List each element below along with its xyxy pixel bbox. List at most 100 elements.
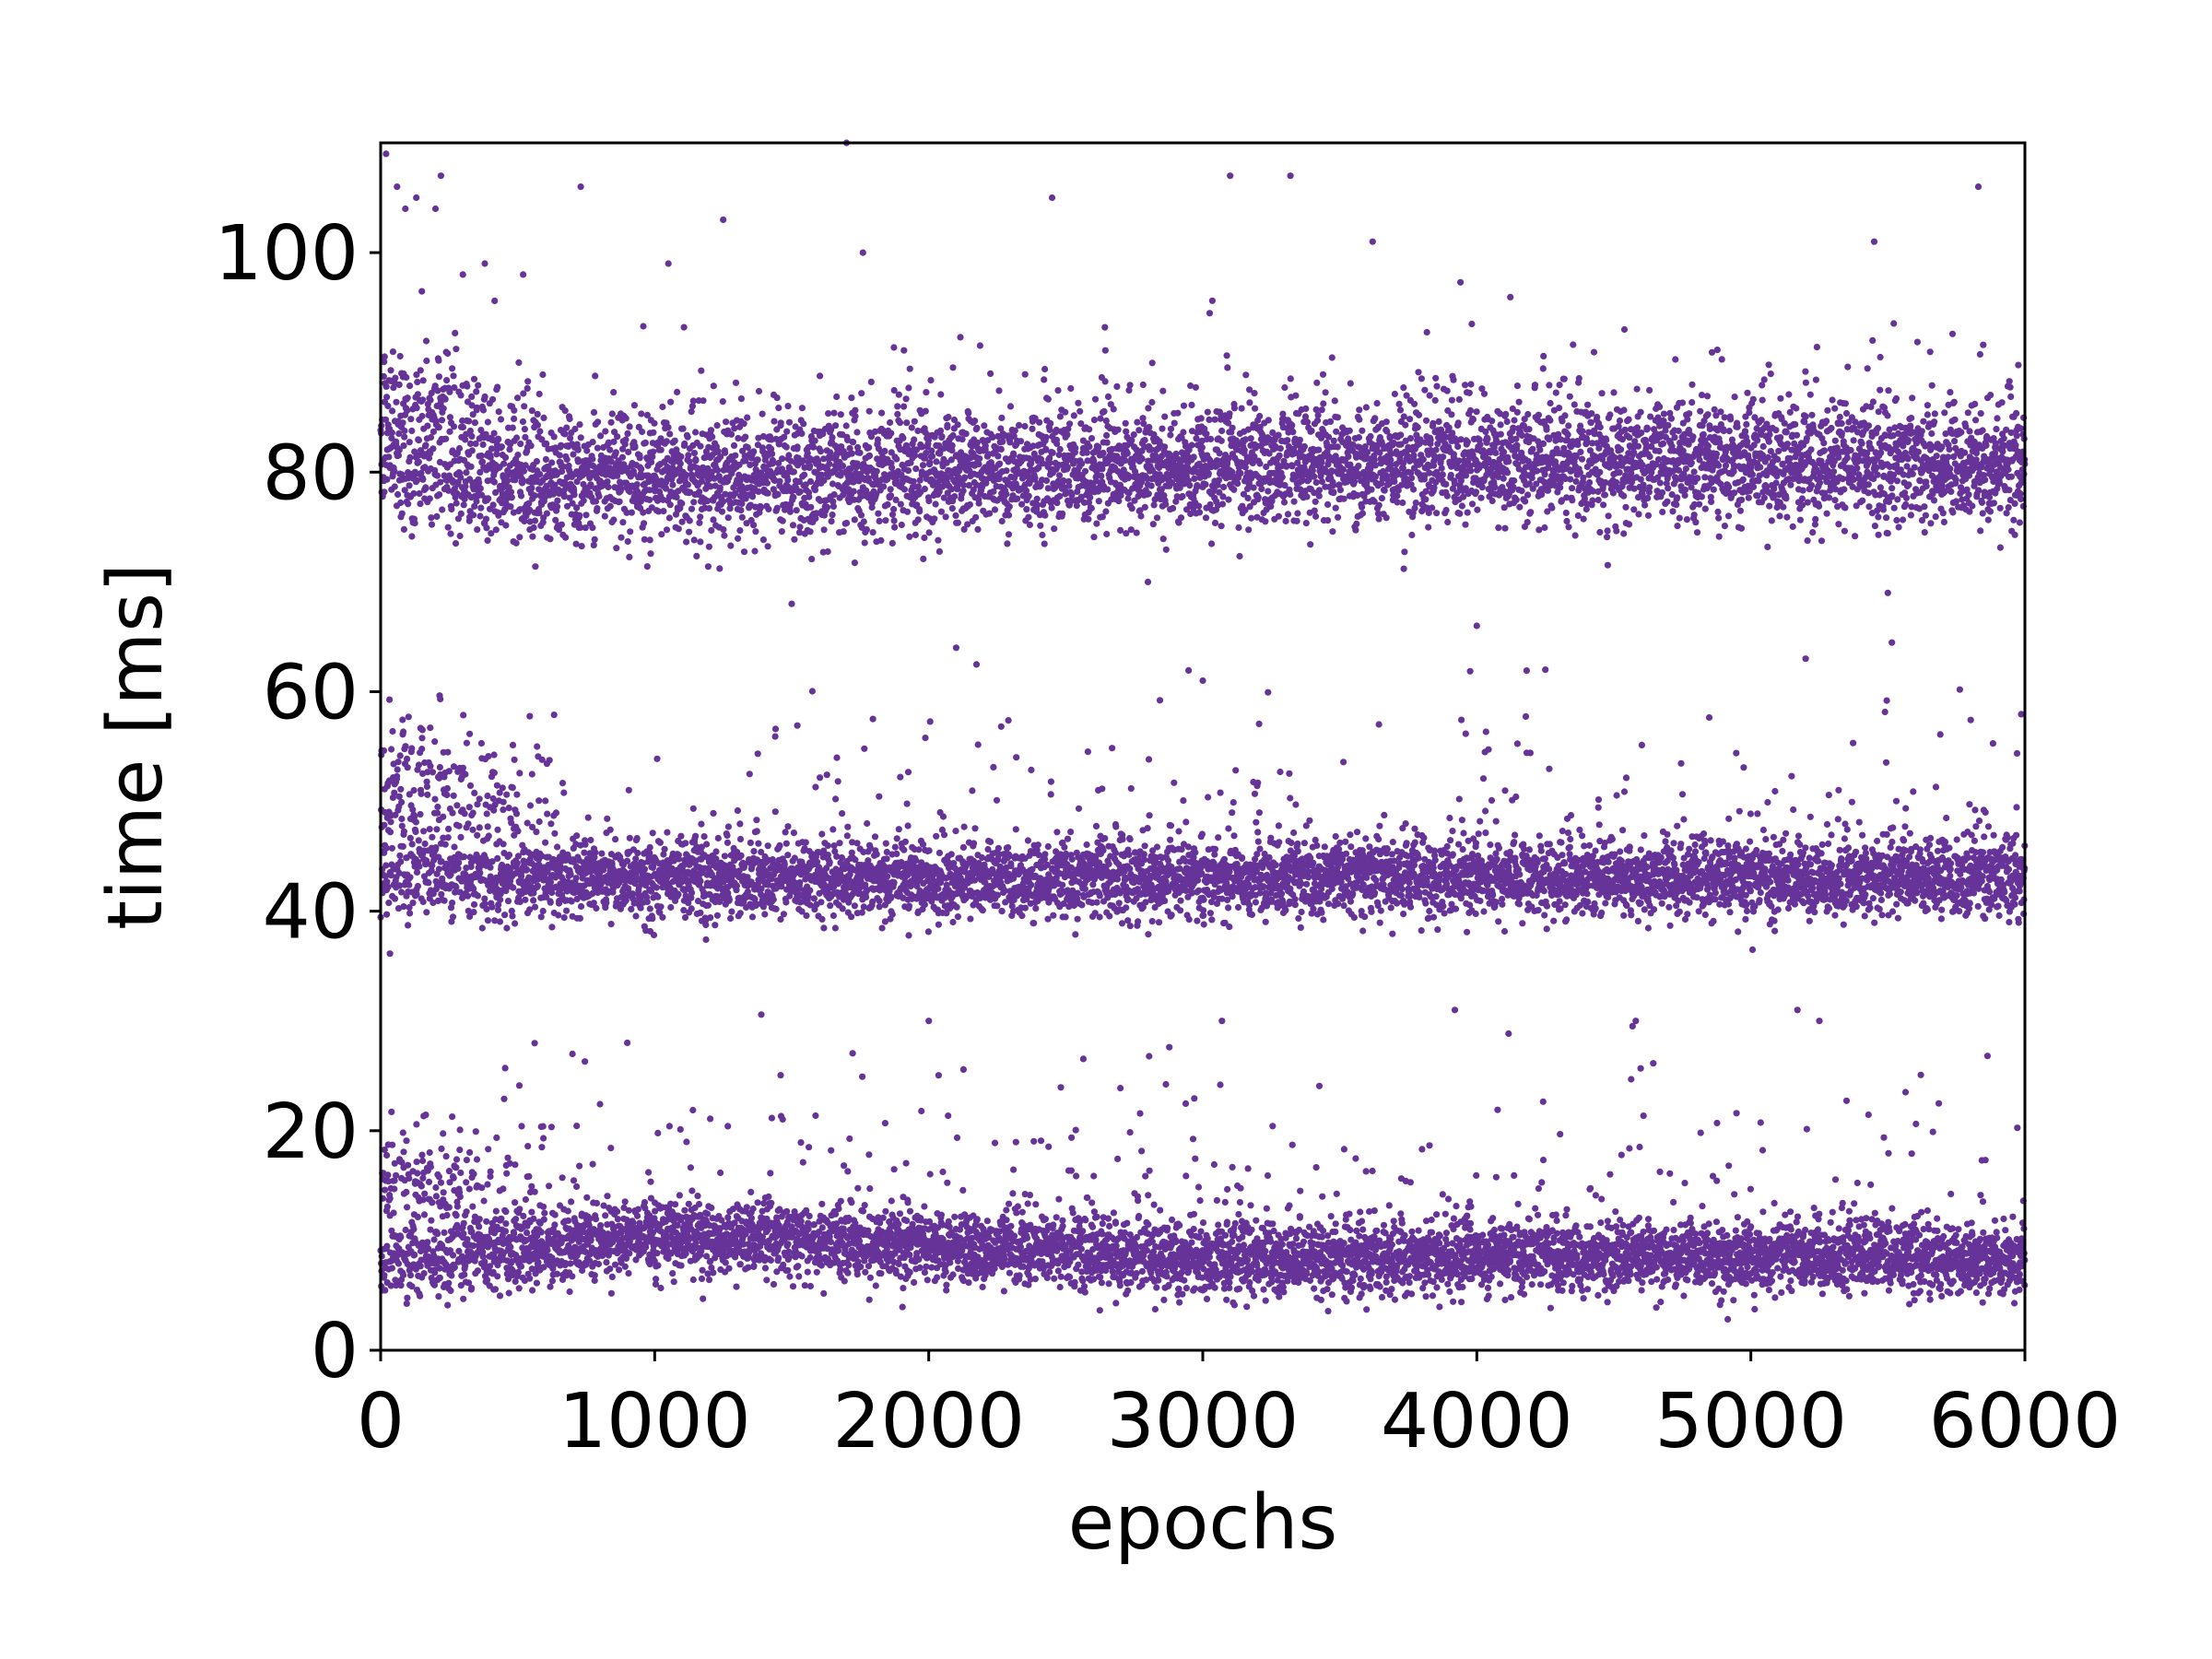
scatter-point xyxy=(468,402,476,409)
scatter-point xyxy=(645,1169,653,1176)
scatter-point xyxy=(446,1247,453,1254)
scatter-point xyxy=(468,1285,476,1292)
scatter-point xyxy=(437,478,444,486)
scatter-point xyxy=(407,416,415,423)
scatter-point xyxy=(493,782,501,789)
scatter-point xyxy=(405,922,412,929)
scatter-point xyxy=(505,805,512,812)
scatter-point xyxy=(419,1196,427,1204)
scatter-point xyxy=(730,441,738,449)
scatter-point xyxy=(506,1159,513,1167)
scatter-point xyxy=(501,505,509,513)
scatter-point xyxy=(519,476,526,484)
scatter-point xyxy=(453,489,461,498)
scatter-point xyxy=(751,547,759,555)
scatter-point xyxy=(682,840,689,847)
scatter-point xyxy=(464,382,471,390)
scatter-point xyxy=(489,501,497,509)
scatter-point xyxy=(469,826,477,833)
scatter-point xyxy=(417,1292,424,1300)
scatter-point xyxy=(528,771,535,778)
scatter-point xyxy=(453,1164,460,1171)
scatter-point xyxy=(512,1199,519,1206)
scatter-point xyxy=(568,1198,575,1206)
scatter-point xyxy=(442,435,450,442)
scatter-point xyxy=(450,1174,457,1182)
scatter-point xyxy=(398,471,406,478)
scatter-point xyxy=(705,505,713,512)
scatter-point xyxy=(484,917,492,924)
scatter-point xyxy=(770,896,777,903)
scatter-point xyxy=(686,528,693,535)
scatter-point xyxy=(796,879,804,887)
scatter-point xyxy=(736,820,744,828)
scatter-point xyxy=(624,429,631,437)
scatter-point xyxy=(469,512,477,519)
scatter-point xyxy=(833,393,841,401)
scatter-point xyxy=(690,450,699,457)
scatter-point xyxy=(434,387,441,394)
scatter-point xyxy=(395,793,403,800)
scatter-point xyxy=(594,444,602,452)
scatter-point xyxy=(423,782,430,791)
scatter-point xyxy=(531,1188,538,1195)
scatter-point xyxy=(511,831,518,839)
scatter-point xyxy=(422,337,430,345)
scatter-point xyxy=(548,1277,557,1285)
scatter-point xyxy=(399,1129,406,1136)
scatter-point xyxy=(654,893,662,900)
scatter-point xyxy=(424,1239,431,1246)
scatter-point xyxy=(806,528,814,535)
scatter-point xyxy=(455,444,464,453)
scatter-point xyxy=(450,372,457,380)
scatter-point xyxy=(419,1157,427,1165)
scatter-point xyxy=(512,1277,519,1285)
scatter-point xyxy=(406,482,413,489)
scatter-point xyxy=(428,1217,435,1224)
scatter-point xyxy=(463,1208,470,1216)
scatter-point xyxy=(450,792,457,799)
scatter-point xyxy=(653,1276,660,1283)
scatter-point xyxy=(697,513,704,521)
scatter-point xyxy=(560,789,568,796)
scatter-point xyxy=(653,1250,661,1257)
scatter-point xyxy=(595,492,603,500)
scatter-point xyxy=(445,1204,453,1211)
scatter-point xyxy=(449,900,456,907)
scatter-point xyxy=(754,1199,761,1206)
scatter-point xyxy=(493,1134,500,1141)
scatter-point xyxy=(471,789,478,797)
scatter-point xyxy=(777,419,784,427)
scatter-point xyxy=(392,811,399,818)
scatter-point xyxy=(573,1182,581,1191)
scatter-point xyxy=(509,784,516,792)
scatter-point xyxy=(606,1265,614,1273)
scatter-point xyxy=(677,460,684,467)
scatter-point xyxy=(404,764,411,771)
scatter-point xyxy=(626,553,633,561)
scatter-point xyxy=(650,429,657,436)
scatter-point xyxy=(455,822,463,830)
scatter-point xyxy=(398,822,406,830)
scatter-point xyxy=(391,1185,398,1193)
scatter-point xyxy=(593,904,600,912)
scatter-point xyxy=(476,479,483,487)
scatter-point xyxy=(431,795,439,803)
scatter-point xyxy=(398,888,406,896)
scatter-point xyxy=(717,1169,724,1177)
scatter-point xyxy=(771,725,780,733)
scatter-point xyxy=(406,910,414,917)
scatter-point xyxy=(619,519,627,526)
scatter-point xyxy=(477,468,484,476)
scatter-point xyxy=(797,1218,805,1225)
scatter-point xyxy=(454,515,462,523)
scatter-point xyxy=(818,1200,826,1207)
scatter-point xyxy=(775,405,782,412)
scatter-point xyxy=(449,365,456,372)
scatter-point xyxy=(728,908,735,915)
scatter-point xyxy=(437,695,444,703)
scatter-point xyxy=(457,833,465,841)
scatter-point xyxy=(681,1206,688,1214)
scatter-point xyxy=(641,520,648,527)
scatter-point xyxy=(722,449,729,456)
